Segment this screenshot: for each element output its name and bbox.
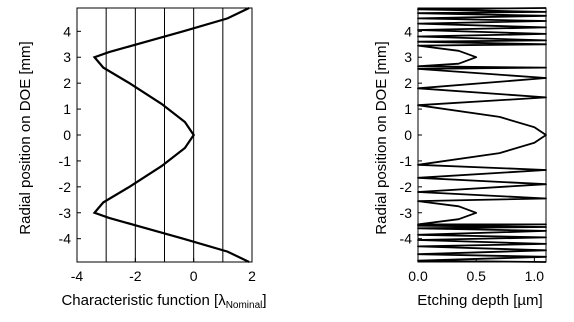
left-y-tick-label: -3 (59, 205, 72, 221)
right-y-tick-label: -4 (400, 231, 413, 247)
left-y-axis-label: Radial position on DOE [mm] (17, 41, 34, 234)
left-x-ticks: -4 -2 0 2 (71, 258, 256, 284)
left-x-axis-label-bracket-close: ] (262, 292, 266, 309)
left-y-tick-label: 2 (63, 75, 71, 91)
right-y-ticks: -4 -3 -2 -1 0 1 2 3 4 (400, 23, 422, 247)
right-x-tick-label: 0.0 (408, 268, 428, 284)
left-y-tick-label: 4 (63, 23, 71, 39)
left-y-tick-label: -4 (59, 231, 72, 247)
left-x-tick-label: 0 (190, 268, 198, 284)
left-y-ticks: -4 -3 -2 -1 0 1 2 3 4 (59, 23, 81, 247)
left-x-tick-label: -2 (129, 268, 142, 284)
left-x-axis-label: Characteristic function [λNominal] (61, 292, 266, 311)
right-y-tick-label: -3 (400, 205, 413, 221)
right-y-tick-label: 4 (404, 23, 412, 39)
left-series-line (92, 7, 250, 263)
left-y-tick-label: -2 (59, 179, 72, 195)
right-x-axis-label: Etching depth [µm] (417, 292, 542, 309)
left-x-axis-label-subscript: Nominal (226, 300, 263, 311)
right-series-line (417, 7, 547, 263)
right-y-tick-label: 1 (404, 101, 412, 117)
right-y-tick-label: -1 (400, 153, 413, 169)
right-x-tick-label: 1.0 (525, 268, 545, 284)
left-y-tick-label: 3 (63, 49, 71, 65)
left-x-tick-label: -4 (71, 268, 84, 284)
left-y-tick-label: 0 (63, 127, 71, 143)
left-x-axis-label-lambda: λ (218, 292, 226, 309)
left-x-tick-label: 2 (248, 268, 256, 284)
right-y-tick-label: -2 (400, 179, 413, 195)
right-x-tick-label: 0.5 (466, 268, 486, 284)
right-chart: -4 -3 -2 -1 0 1 2 3 4 0.0 0.5 1.0 Radial position … (373, 7, 547, 309)
left-y-tick-label: -1 (59, 153, 72, 169)
right-y-tick-label: 2 (404, 75, 412, 91)
left-x-axis-label-bracket-open: [ (210, 292, 219, 309)
left-x-axis-label-text: Characteristic function (61, 292, 209, 309)
left-vertical-gridlines (105, 8, 224, 262)
right-y-tick-label: 0 (404, 127, 412, 143)
left-y-tick-label: 1 (63, 101, 71, 117)
left-chart: -4 -3 -2 -1 0 1 2 3 4 -4 -2 0 2 Radial position on … (17, 7, 267, 311)
right-y-tick-label: 3 (404, 49, 412, 65)
right-y-axis-label: Radial position on DOE [mm] (373, 41, 390, 234)
